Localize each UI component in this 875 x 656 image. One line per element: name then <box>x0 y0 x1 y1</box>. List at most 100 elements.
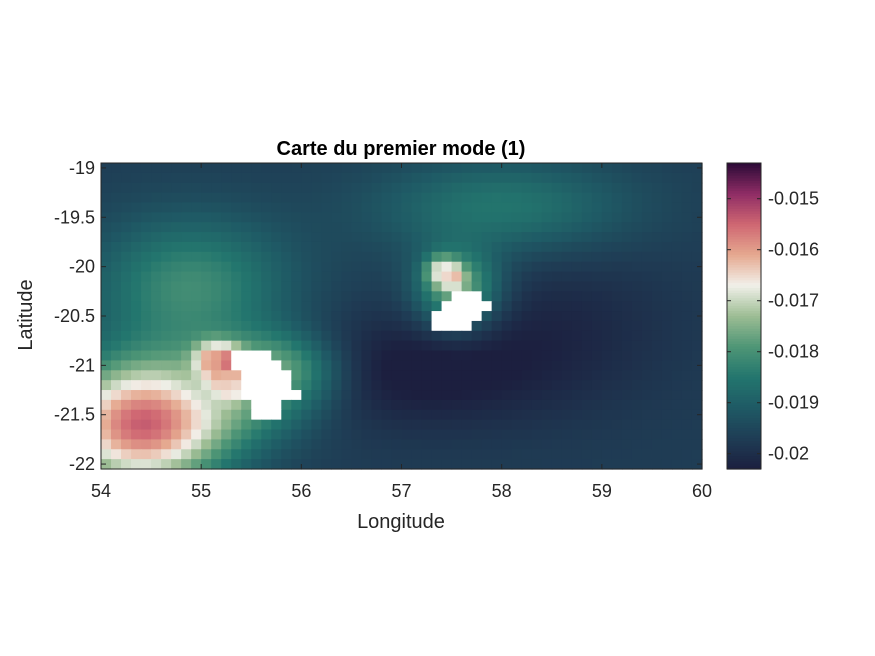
heatmap-cell <box>521 241 533 253</box>
heatmap-cell <box>511 340 523 352</box>
heatmap-cell <box>581 251 593 263</box>
heatmap-cell <box>331 419 342 431</box>
heatmap-cell <box>611 370 623 381</box>
heatmap-cell <box>141 320 152 332</box>
heatmap-cell <box>421 340 433 352</box>
heatmap-cell <box>621 232 633 243</box>
heatmap-cell <box>341 360 353 371</box>
heatmap-cell <box>341 222 353 233</box>
heatmap-cell <box>501 350 513 362</box>
heatmap-cell <box>161 291 172 302</box>
heatmap-cell <box>241 429 252 440</box>
heatmap-cell <box>381 301 393 312</box>
heatmap-cell <box>141 281 152 292</box>
heatmap-cell <box>641 281 653 292</box>
heatmap-cell <box>551 429 563 440</box>
heatmap-cell <box>181 192 192 204</box>
heatmap-cell <box>321 281 332 292</box>
heatmap-cell <box>281 212 292 223</box>
colorbar-segment <box>727 364 761 368</box>
heatmap-cell <box>431 350 443 362</box>
heatmap-cell <box>581 311 593 322</box>
heatmap-cell <box>121 261 132 273</box>
x-tick-label: 58 <box>492 481 512 501</box>
heatmap-cell <box>321 429 332 440</box>
land-cell <box>281 390 292 401</box>
heatmap-cell <box>631 429 643 440</box>
land-cell <box>231 350 242 362</box>
heatmap-cell <box>521 232 533 243</box>
heatmap-cell <box>571 390 583 401</box>
heatmap-cell <box>221 320 232 332</box>
heatmap-cell <box>211 212 222 223</box>
heatmap-cell <box>691 232 703 243</box>
colorbar-segment <box>727 456 761 460</box>
colorbar-segment <box>727 239 761 243</box>
heatmap-cell <box>361 182 373 194</box>
heatmap-cell <box>481 330 493 342</box>
heatmap-cell <box>581 399 593 411</box>
heatmap-cell <box>591 163 603 174</box>
heatmap-cell <box>541 330 553 342</box>
heatmap-cell <box>671 449 683 460</box>
heatmap-cell <box>681 301 693 312</box>
heatmap-cell <box>571 320 583 332</box>
heatmap-cell <box>471 439 483 450</box>
heatmap-cell <box>421 390 433 401</box>
heatmap-cell <box>411 261 423 273</box>
heatmap-cell <box>681 459 693 470</box>
heatmap-cell <box>311 419 322 431</box>
heatmap-cell <box>421 360 433 371</box>
heatmap-cell <box>191 261 202 273</box>
heatmap-cell <box>161 222 172 233</box>
heatmap-cell <box>521 163 533 174</box>
heatmap-cell <box>681 232 693 243</box>
heatmap-cell <box>161 439 172 450</box>
heatmap-cell <box>251 202 262 213</box>
heatmap-cell <box>611 232 623 243</box>
colorbar-segment <box>727 461 761 465</box>
heatmap-cell <box>551 449 563 460</box>
heatmap-cell <box>481 291 493 302</box>
heatmap-cell <box>431 182 443 194</box>
heatmap-cell <box>141 409 152 421</box>
heatmap-cell <box>471 212 483 223</box>
heatmap-cell <box>611 241 623 253</box>
heatmap-cell <box>201 320 212 332</box>
heatmap-cell <box>571 261 583 273</box>
heatmap-cell <box>531 350 543 362</box>
colorbar-segment <box>727 387 761 391</box>
colorbar-segment <box>727 420 761 424</box>
heatmap-cell <box>451 271 463 283</box>
heatmap-cell <box>531 281 543 292</box>
heatmap-cell <box>311 192 322 204</box>
heatmap-cell <box>181 390 192 401</box>
heatmap-cell <box>571 399 583 411</box>
heatmap-cell <box>651 330 663 342</box>
heatmap-cell <box>351 182 363 194</box>
heatmap-cell <box>491 261 503 273</box>
heatmap-cell <box>441 380 453 391</box>
heatmap-cell <box>201 202 212 213</box>
heatmap-cell <box>501 409 513 421</box>
heatmap-cell <box>361 370 373 381</box>
heatmap-cell <box>351 261 363 273</box>
heatmap-cell <box>181 222 192 233</box>
heatmap-cell <box>561 429 573 440</box>
heatmap-cell <box>291 320 302 332</box>
heatmap-cell <box>471 222 483 233</box>
heatmap-cell <box>451 350 463 362</box>
colorbar-segment <box>727 395 761 399</box>
heatmap-cell <box>351 459 363 470</box>
heatmap-cell <box>301 222 312 233</box>
heatmap-cell <box>221 429 232 440</box>
heatmap-cell <box>161 350 172 362</box>
heatmap-cell <box>101 459 112 470</box>
heatmap-cell <box>451 459 463 470</box>
heatmap-cell <box>601 311 613 322</box>
heatmap-cell <box>171 330 182 342</box>
heatmap-cell <box>411 281 423 292</box>
heatmap-cell <box>451 232 463 243</box>
land-cell <box>231 360 242 371</box>
heatmap-cell <box>111 163 122 174</box>
